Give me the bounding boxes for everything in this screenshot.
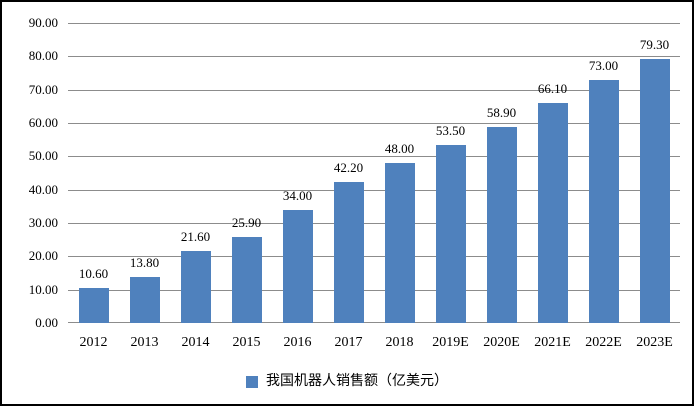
- bar: [231, 236, 262, 323]
- bar: [384, 163, 415, 323]
- gridline: [68, 56, 680, 57]
- y-tick-label: 50.00: [28, 148, 58, 164]
- bar: [588, 79, 619, 323]
- x-tick-label: 2022E: [585, 335, 622, 350]
- bar-value-label: 53.50: [435, 122, 466, 138]
- bar: [129, 277, 160, 323]
- bar-value-label: 58.90: [486, 104, 517, 120]
- bar: [282, 209, 313, 323]
- x-tick-label: 2014: [181, 335, 210, 350]
- bar: [180, 251, 211, 323]
- bar-value-label: 25.90: [231, 214, 262, 230]
- gridline: [68, 322, 680, 323]
- gridline: [68, 190, 680, 191]
- gridline: [68, 256, 680, 257]
- x-tick-label: 2015: [232, 335, 261, 350]
- x-tick-label: 2013: [130, 335, 159, 350]
- gridline: [68, 156, 680, 157]
- legend: 我国机器人销售额（亿美元）: [2, 373, 692, 390]
- bar-value-label: 10.60: [78, 265, 109, 281]
- x-tick-label: 2017: [334, 335, 363, 350]
- y-axis: 0.00 10.00 20.00 30.00 40.00 50.00 60.00 70.00 8…: [2, 15, 58, 330]
- bar: [639, 58, 670, 323]
- plot-area: 10.60 13.80 21.60 25.90 34.00 42.20 48.00 53.50…: [68, 23, 680, 323]
- x-tick-label: 2012: [79, 335, 108, 350]
- bar-value-label: 13.80: [129, 255, 160, 270]
- x-tick-label: 2020E: [483, 335, 520, 350]
- y-tick-label: 60.00: [28, 115, 58, 130]
- gridline: [68, 90, 680, 91]
- x-tick-label: 2023E: [636, 335, 673, 350]
- bar-value-label: 66.10: [537, 80, 568, 96]
- x-tick-label: 2016: [283, 335, 312, 350]
- y-tick-label: 80.00: [28, 48, 58, 64]
- bar: [333, 182, 364, 323]
- y-tick-label: 30.00: [28, 215, 58, 230]
- bar-value-label: 34.00: [282, 187, 313, 203]
- bar-value-label: 21.60: [180, 229, 211, 244]
- y-tick-label: 0.00: [35, 315, 58, 330]
- y-tick-label: 10.00: [28, 281, 58, 297]
- bar: [537, 102, 568, 323]
- x-tick-label: 2018: [385, 335, 414, 350]
- x-axis: 2012 2013 2014 2015 2016 2017 2018 2019E 2020E 20…: [68, 335, 680, 353]
- gridline: [68, 123, 680, 124]
- legend-color-swatch: [246, 375, 258, 388]
- gridline: [68, 290, 680, 291]
- gridline: [68, 223, 680, 224]
- bar-value-label: 79.30: [639, 36, 670, 52]
- bar: [435, 144, 466, 323]
- y-tick-label: 90.00: [28, 15, 58, 30]
- y-tick-label: 20.00: [28, 248, 58, 264]
- bar: [486, 126, 517, 323]
- legend-label: 我国机器人销售额（亿美元）: [266, 374, 448, 389]
- gridline: [68, 23, 680, 24]
- y-tick-label: 40.00: [28, 181, 58, 197]
- x-tick-label: 2019E: [432, 335, 469, 350]
- y-tick-label: 70.00: [28, 81, 58, 97]
- bar: [78, 287, 109, 323]
- bar-value-label: 42.20: [333, 160, 364, 176]
- bar-value-label: 48.00: [384, 141, 415, 156]
- bar-value-label: 73.00: [588, 57, 619, 73]
- x-tick-label: 2021E: [534, 335, 571, 350]
